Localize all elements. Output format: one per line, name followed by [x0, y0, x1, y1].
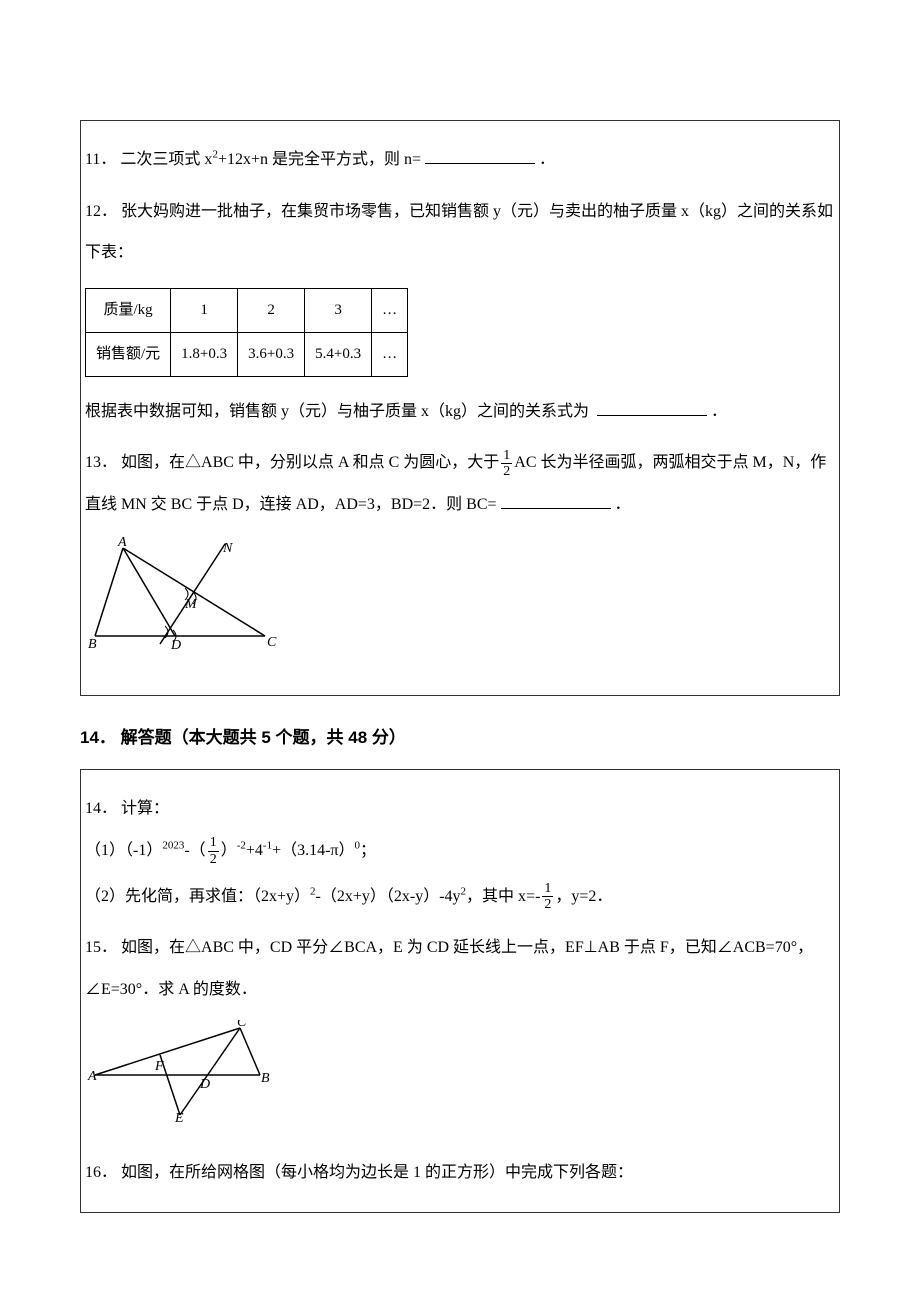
q14-lead: 计算： [121, 800, 169, 817]
q12-table: 质量/kg 1 2 3 … 销售额/元 1.8+0.3 3.6+0.3 5.4+… [85, 288, 408, 377]
answer-box: 14． 计算： （1）（-1）2023-（12）-2+4-1+（3.14-π）0… [80, 769, 840, 1212]
q12-number: 12． [85, 203, 117, 220]
q11-blank [425, 148, 535, 164]
q14-number: 14． [85, 800, 117, 817]
cell: 1.8+0.3 [171, 332, 238, 376]
svg-text:D: D [170, 638, 181, 651]
q12-text2-pre: 根据表中数据可知，销售额 y（元）与柚子质量 x（kg）之间的关系式为 [85, 403, 593, 420]
section-14-heading: 14． 解答题（本大题共 5 个题，共 48 分） [80, 724, 840, 751]
table-row: 销售额/元 1.8+0.3 3.6+0.3 5.4+0.3 … [86, 332, 408, 376]
q15-figure: A B C D E F [85, 1020, 835, 1142]
cell: … [372, 288, 408, 332]
question-14: 14． 计算： （1）（-1）2023-（12）-2+4-1+（3.14-π）0… [85, 788, 835, 917]
svg-text:A: A [87, 1069, 97, 1084]
cell: 1 [171, 288, 238, 332]
q16-number: 16． [85, 1164, 117, 1181]
svg-text:B: B [88, 637, 97, 651]
cell: 质量/kg [86, 288, 171, 332]
q14-part2: （2）先化简，再求值：（2x+y）2-（2x+y）（2x-y）-4y2，其中 x… [85, 876, 835, 918]
cell: 销售额/元 [86, 332, 171, 376]
q14-part1: （1）（-1）2023-（12）-2+4-1+（3.14-π）0； [85, 830, 835, 872]
q11-text-pre: 二次三项式 x [120, 151, 212, 168]
cell: 3.6+0.3 [238, 332, 305, 376]
table-row: 质量/kg 1 2 3 … [86, 288, 408, 332]
question-15: 15． 如图，在△ABC 中，CD 平分∠BCA，E 为 CD 延长线上一点，E… [85, 927, 835, 1142]
q13-number: 13． [85, 454, 117, 471]
svg-text:C: C [237, 1020, 247, 1030]
svg-text:C: C [267, 635, 277, 650]
cell: 5.4+0.3 [305, 332, 372, 376]
q11-body: 11． 二次三项式 x2+12x+n 是完全平方式，则 n=． [85, 139, 835, 181]
q12-blank [597, 400, 707, 416]
cell: 2 [238, 288, 305, 332]
q13-blank [501, 493, 611, 509]
question-16: 16． 如图，在所给网格图（每小格均为边长是 1 的正方形）中完成下列各题： [85, 1152, 835, 1194]
s14-title: 解答题（本大题共 5 个题，共 48 分） [121, 728, 406, 747]
q13-frac: 12 [501, 448, 512, 480]
svg-text:A: A [117, 536, 127, 550]
svg-text:M: M [184, 597, 198, 612]
q13-svg: A B C D M N [85, 536, 285, 651]
q13-text-pre: 如图，在△ABC 中，分别以点 A 和点 C 为圆心，大于 [121, 454, 499, 471]
s14-number: 14． [80, 728, 116, 747]
question-13: 13． 如图，在△ABC 中，分别以点 A 和点 C 为圆心，大于12AC 长为… [85, 442, 835, 667]
q11-number: 11． [85, 151, 116, 168]
question-12: 12． 张大妈购进一批柚子，在集贸市场零售，已知销售额 y（元）与卖出的柚子质量… [85, 191, 835, 433]
q12-text2-post: ． [711, 403, 727, 420]
svg-text:N: N [222, 541, 233, 556]
svg-text:F: F [154, 1059, 164, 1074]
q15-svg: A B C D E F [85, 1020, 270, 1125]
q15-text: 如图，在△ABC 中，CD 平分∠BCA，E 为 CD 延长线上一点，EF⊥AB… [85, 939, 813, 998]
svg-text:D: D [199, 1077, 210, 1092]
q11-text-post: ． [539, 151, 555, 168]
q15-number: 15． [85, 939, 117, 956]
cell: … [372, 332, 408, 376]
cell: 3 [305, 288, 372, 332]
q13-figure: A B C D M N [85, 536, 835, 668]
svg-text:B: B [261, 1071, 270, 1086]
q16-text: 如图，在所给网格图（每小格均为边长是 1 的正方形）中完成下列各题： [121, 1164, 633, 1181]
q11-text-mid: +12x+n 是完全平方式，则 n= [218, 151, 421, 168]
q13-text-post: ． [615, 496, 631, 513]
q12-text1: 张大妈购进一批柚子，在集贸市场零售，已知销售额 y（元）与卖出的柚子质量 x（k… [85, 203, 833, 262]
svg-text:E: E [174, 1111, 184, 1125]
question-11: 11． 二次三项式 x2+12x+n 是完全平方式，则 n=． 12． 张大妈购… [80, 120, 840, 696]
